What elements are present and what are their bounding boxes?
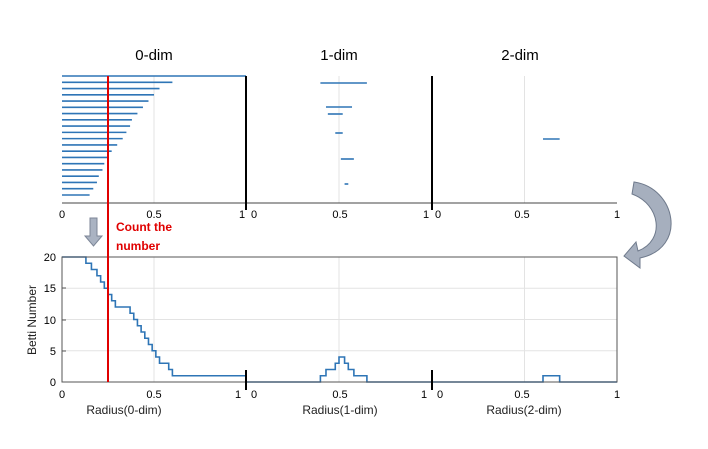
betti-tick-2-05: 0.5 (514, 389, 529, 401)
y-tick-5: 5 (50, 346, 56, 358)
panel-title-2: 2-dim (501, 47, 539, 64)
betti-tick-0-1: 1 (235, 389, 241, 401)
annotation-line-1: Count the (116, 220, 172, 234)
barcode-tick-0-1: 1 (239, 209, 245, 221)
x-axis-label-1: Radius(1-dim) (302, 403, 377, 417)
betti-curve-0 (62, 256, 246, 377)
x-axis-label-2: Radius(2-dim) (486, 403, 561, 417)
panel-title-0: 0-dim (135, 47, 173, 64)
betti-tick-1-0: 0 (251, 389, 257, 401)
down-arrow-icon (83, 217, 104, 247)
y-tick-20: 20 (44, 252, 56, 264)
barcode-tick-0-05: 0.5 (146, 209, 161, 221)
betti-tick-1-05: 0.5 (332, 389, 347, 401)
betti-tick-2-0: 0 (437, 389, 443, 401)
betti-tick-1-1: 1 (421, 389, 427, 401)
curved-arrow-icon (623, 181, 672, 269)
betti-tick-0-0: 0 (59, 389, 65, 401)
barcode-tick-1-1: 1 (423, 209, 429, 221)
barcode-tick-1-05: 0.5 (332, 209, 347, 221)
barcode-tick-2-1: 1 (614, 209, 620, 221)
barcode-tick-2-05: 0.5 (514, 209, 529, 221)
barcode-tick-1-0: 0 (251, 209, 257, 221)
betti-tick-2-1: 1 (614, 389, 620, 401)
y-tick-15: 15 (44, 283, 56, 295)
y-axis-label: Betti Number (25, 285, 39, 355)
betti-curve-1 (246, 356, 432, 383)
annotation-line-2: number (116, 239, 160, 253)
barcode-tick-2-0: 0 (435, 209, 441, 221)
x-axis-label-0: Radius(0-dim) (86, 403, 161, 417)
y-tick-0: 0 (50, 377, 56, 389)
barcode-bars (62, 75, 560, 196)
y-tick-10: 10 (44, 315, 56, 327)
betti-tick-0-05: 0.5 (146, 389, 161, 401)
panel-title-1: 1-dim (320, 47, 358, 64)
y-axis (62, 256, 66, 352)
barcode-tick-0-0: 0 (59, 209, 65, 221)
